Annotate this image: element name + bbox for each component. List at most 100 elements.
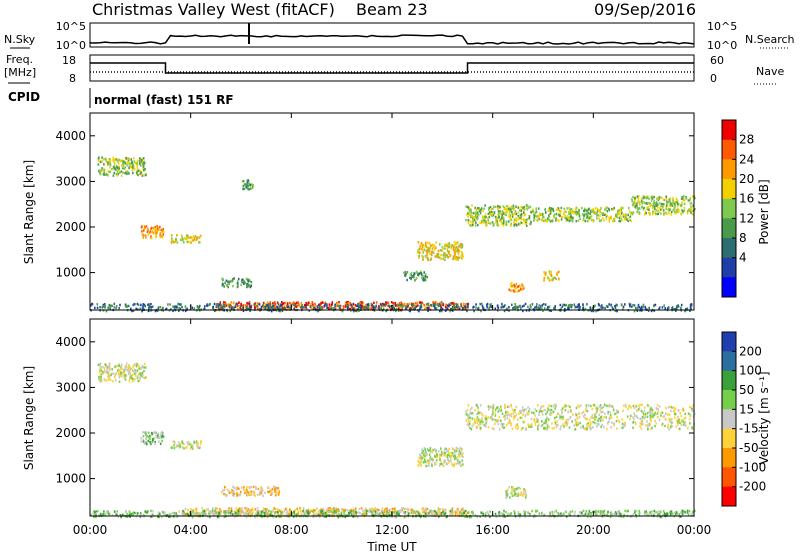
scatter-cell (506, 405, 509, 409)
scatter-cell (584, 307, 587, 311)
scatter-cell (613, 423, 615, 427)
scatter-cell (692, 213, 695, 216)
scatter-cell (246, 494, 249, 497)
scatter-cell (132, 365, 134, 368)
scatter-cell (445, 447, 448, 450)
scatter-cell (146, 230, 149, 233)
scatter-cell (658, 405, 661, 408)
scatter-cell (680, 414, 683, 418)
scatter-cell (498, 219, 501, 222)
scatter-cell (331, 302, 333, 306)
station-title: Christmas Valley West (fitACF) (92, 0, 335, 19)
scatter-cell (530, 425, 533, 428)
scatter-cell (270, 310, 273, 313)
scatter-cell (487, 513, 490, 516)
scatter-cell (684, 412, 686, 416)
scatter-cell (638, 207, 641, 210)
scatter-cell (515, 305, 517, 308)
scatter-cell (508, 421, 510, 424)
scatter-cell (467, 215, 469, 218)
scatter-cell (233, 486, 235, 489)
scatter-cell (228, 280, 231, 284)
scatter-cell (490, 303, 492, 306)
frequency-strip: Freq. [MHz] 18 8 60 0 Nave (4, 53, 784, 85)
scatter-cell (420, 460, 422, 463)
scatter-cell (584, 416, 586, 420)
scatter-cell (502, 221, 505, 225)
scatter-cell (628, 405, 630, 408)
scatter-cell (683, 202, 686, 205)
scatter-cell (652, 415, 654, 419)
scatter-cell (286, 510, 289, 513)
scatter-cell (504, 515, 506, 518)
scatter-cell (642, 200, 644, 204)
scatter-cell (136, 166, 139, 169)
scatter-cell (477, 406, 479, 409)
scatter-cell (440, 253, 442, 256)
scatter-cell (415, 277, 417, 281)
power-panel (90, 156, 696, 313)
scatter-cell (515, 212, 518, 216)
scatter-cell (454, 306, 456, 309)
scatter-cell (651, 408, 654, 412)
scatter-cell (223, 304, 226, 307)
scatter-cell (449, 254, 452, 257)
scatter-cell (509, 206, 511, 210)
colorbar-tick-label: 24 (739, 152, 754, 166)
scatter-cell (281, 301, 283, 304)
scatter-cell (321, 306, 323, 309)
scatter-cell (476, 217, 479, 220)
scatter-cell (633, 304, 636, 307)
scatter-cell (683, 509, 686, 513)
scatter-cell (539, 408, 541, 411)
scatter-cell (608, 216, 610, 219)
scatter-cell (420, 247, 423, 251)
scatter-cell (569, 409, 572, 412)
scatter-cell (653, 205, 656, 208)
scatter-cell (139, 169, 141, 172)
scatter-cell (512, 416, 515, 419)
scatter-cell (522, 287, 525, 290)
scatter-cell (334, 303, 336, 306)
scatter-cell (346, 304, 349, 308)
scatter-cell (276, 510, 279, 514)
scatter-cell (173, 307, 176, 311)
scatter-cell (333, 509, 336, 512)
scatter-cell (661, 424, 663, 427)
scatter-cell (555, 219, 557, 222)
scatter-cell (643, 406, 646, 409)
scatter-cell (105, 310, 108, 313)
scatter-cell (453, 302, 456, 305)
scatter-cell (448, 303, 450, 306)
scatter-cell (489, 510, 491, 513)
scatter-cell (118, 169, 120, 172)
scatter-cell (110, 373, 112, 377)
scatter-cell (412, 303, 415, 307)
scatter-cell (520, 218, 523, 221)
scatter-cell (484, 417, 487, 420)
scatter-cell (201, 507, 203, 510)
scatter-cell (513, 410, 516, 414)
scatter-cell (500, 405, 502, 408)
nsearch-tick-top: 10^5 (707, 20, 737, 33)
scatter-cell (563, 212, 565, 216)
scatter-cell (520, 411, 522, 414)
scatter-cell (458, 462, 460, 465)
scatter-cell (438, 511, 441, 514)
scatter-cell (584, 428, 587, 431)
scatter-cell (503, 305, 505, 308)
scatter-cell (130, 158, 132, 161)
scatter-cell (436, 514, 439, 517)
freq-label-line2: [MHz] (4, 66, 36, 79)
scatter-cell (246, 181, 249, 184)
scatter-cell (592, 219, 595, 222)
scatter-cell (514, 303, 516, 306)
scatter-cell (566, 207, 569, 210)
scatter-cell (451, 454, 453, 457)
scatter-cell (392, 302, 395, 305)
scatter-cell (254, 513, 257, 516)
scatter-cell (419, 307, 421, 310)
scatter-cell (381, 304, 383, 307)
scatter-cell (329, 308, 332, 311)
scatter-cell (246, 283, 248, 286)
